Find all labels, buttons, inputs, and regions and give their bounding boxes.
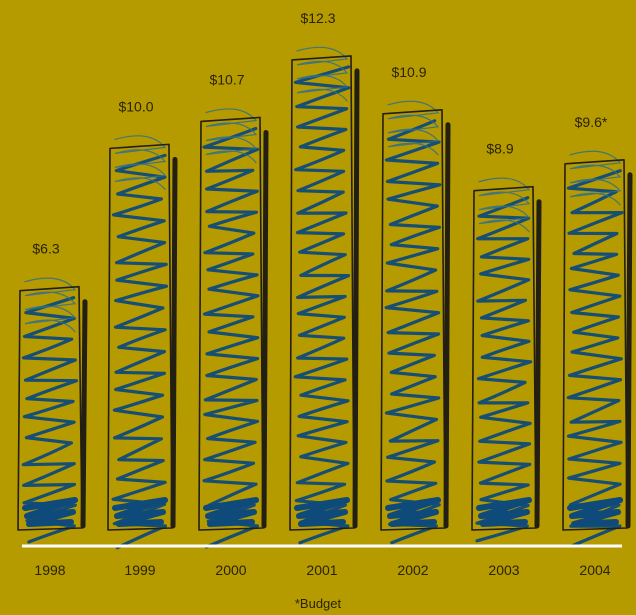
bar-scribble-2003 [475,196,533,543]
bars-group [17,46,633,550]
bar-shadow-1999 [170,156,178,529]
value-label-1999: $10.0 [118,98,153,114]
bar-shadow-2000 [261,129,269,529]
bar-2001 [289,46,360,545]
bar-1999 [107,135,178,550]
bar-top-scribble-2004 [569,150,622,206]
bar-scribble-2001 [293,65,351,545]
bar-base-smear-2001 [294,497,350,527]
bar-scribble-1998 [21,296,79,544]
bar-scribble-1999 [111,153,169,550]
bar-shadow-2002 [443,122,451,529]
x-tick-label-2003: 2003 [488,562,519,578]
x-tick-label-2004: 2004 [579,562,610,578]
bar-1998 [17,277,88,544]
bar-shadow-2004 [625,172,633,529]
footnote: *Budget [294,596,342,611]
x-tick-labels-group: 1998 1999 2000 2001 2002 2003 2004 [34,562,610,578]
value-label-2004: $9.6* [575,114,608,130]
x-tick-label-1999: 1999 [124,562,155,578]
bar-2003 [471,177,542,543]
bar-top-scribble-1998 [24,277,77,333]
bar-scribble-2000 [202,126,260,549]
bar-scribble-2004 [566,169,624,548]
value-label-2001: $12.3 [300,10,335,26]
bar-top-scribble-1999 [114,135,167,190]
bar-base-smear-2004 [567,497,623,527]
bar-base-smear-2000 [203,497,259,527]
bar-shadow-1998 [80,299,88,529]
bar-2002 [380,100,451,545]
x-tick-label-1998: 1998 [34,562,65,578]
value-label-2002: $10.9 [391,64,426,80]
bar-shadow-2003 [534,199,542,529]
bar-top-scribble-2002 [387,100,440,156]
bar-scribble-2002 [384,119,442,545]
bar-base-smear-2003 [476,497,532,527]
value-label-2000: $10.7 [209,71,244,87]
value-label-1998: $6.3 [32,241,59,257]
x-tick-label-2000: 2000 [215,562,246,578]
bar-2000 [198,108,269,549]
bar-top-scribble-2000 [205,108,258,164]
value-label-2003: $8.9 [486,141,513,157]
value-labels-group: $6.3 $10.0 $10.7 $12.3 $10.9 $8.9 $9.6* [32,10,608,257]
bar-2004 [562,150,633,548]
x-tick-label-2001: 2001 [306,562,337,578]
bar-top-scribble-2003 [478,177,531,233]
bar-base-smear-1999 [112,497,168,527]
bar-top-scribble-2001 [296,46,349,102]
bar-base-smear-1998 [22,497,78,527]
bar-base-smear-2002 [385,497,441,527]
bar-shadow-2001 [352,68,360,529]
x-tick-label-2002: 2002 [397,562,428,578]
